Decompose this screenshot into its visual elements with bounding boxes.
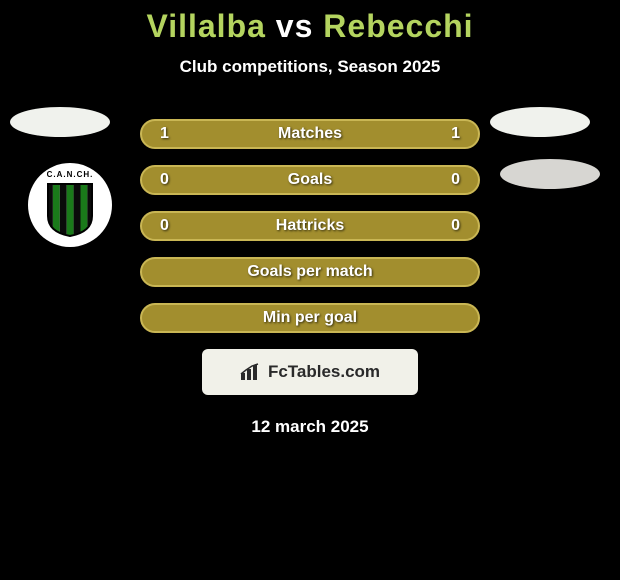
chart-bars-icon xyxy=(240,363,262,381)
stat-row: Goals per match xyxy=(140,257,480,287)
stat-value-right: 0 xyxy=(440,171,460,189)
title-player2: Rebecchi xyxy=(323,8,473,44)
stat-label: Goals xyxy=(288,171,332,189)
watermark-text: FcTables.com xyxy=(268,362,380,382)
crest-letters: C.A.N.CH. xyxy=(28,170,112,179)
crest-circle: C.A.N.CH. xyxy=(28,163,112,247)
ellipse-right-mid xyxy=(500,159,600,189)
title-player1: Villalba xyxy=(146,8,265,44)
stat-row: 1 Matches 1 xyxy=(140,119,480,149)
watermark: FcTables.com xyxy=(202,349,418,395)
stat-row: Min per goal xyxy=(140,303,480,333)
stat-row: 0 Goals 0 xyxy=(140,165,480,195)
stats-zone: C.A.N.CH. xyxy=(0,119,620,333)
page-title: Villalba vs Rebecchi xyxy=(0,8,620,45)
stat-value-left: 0 xyxy=(160,217,180,235)
stat-row: 0 Hattricks 0 xyxy=(140,211,480,241)
crest-shield-icon xyxy=(46,182,94,238)
stat-value-right: 0 xyxy=(440,217,460,235)
stat-value-right: 1 xyxy=(440,125,460,143)
team-crest: C.A.N.CH. xyxy=(28,163,112,247)
subtitle: Club competitions, Season 2025 xyxy=(0,57,620,77)
root: Villalba vs Rebecchi Club competitions, … xyxy=(0,0,620,437)
stat-value-left: 0 xyxy=(160,171,180,189)
title-vs: vs xyxy=(276,8,314,44)
stat-value-left: 1 xyxy=(160,125,180,143)
stat-label: Hattricks xyxy=(276,217,344,235)
stat-label: Matches xyxy=(278,125,342,143)
stat-label: Goals per match xyxy=(247,263,372,281)
stat-label: Min per goal xyxy=(263,309,357,327)
ellipse-left-top xyxy=(10,107,110,137)
footer-date: 12 march 2025 xyxy=(0,417,620,437)
ellipse-right-top xyxy=(490,107,590,137)
